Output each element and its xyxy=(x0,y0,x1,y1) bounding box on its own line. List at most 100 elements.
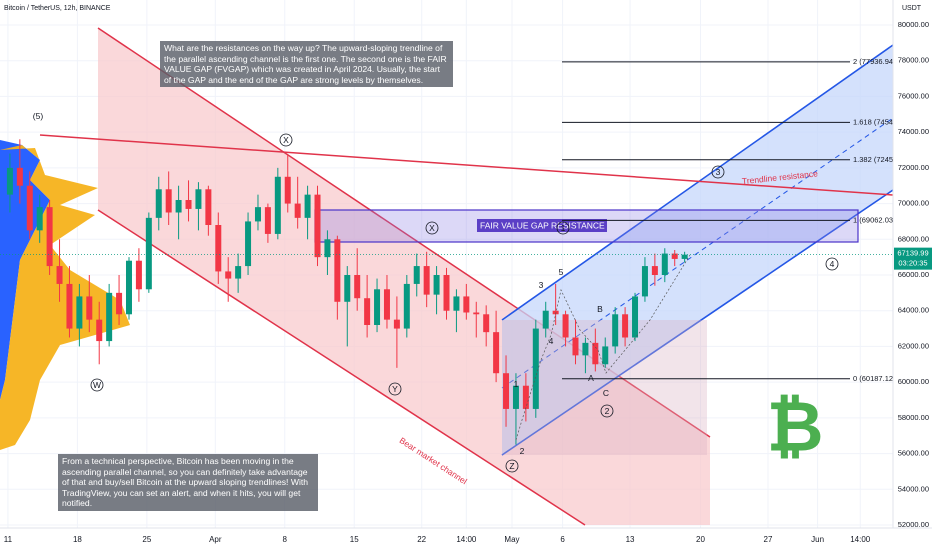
candle-body xyxy=(334,239,341,302)
y-tick-label: 70000.00 xyxy=(898,199,929,208)
y-tick-label: 72000.00 xyxy=(898,163,929,172)
y-tick-label: 62000.00 xyxy=(898,341,929,350)
fib-label: 1.382 (72452.25) xyxy=(853,155,911,164)
candle-body xyxy=(641,266,648,297)
candle-body xyxy=(76,296,83,329)
candle-body xyxy=(522,385,529,409)
x-tick-label: 25 xyxy=(142,535,151,544)
candle-body xyxy=(503,373,510,409)
note-resistance: What are the resistances on the way up? … xyxy=(160,41,453,87)
countdown-label: 03:20:35 xyxy=(898,259,927,268)
volume-profile-orange xyxy=(0,145,130,450)
x-tick-label: 27 xyxy=(764,535,773,544)
wave-circle xyxy=(556,221,570,235)
y-tick-label: 66000.00 xyxy=(898,270,929,279)
candle-body xyxy=(56,266,63,284)
candle-body xyxy=(284,176,291,204)
x-tick-label: 20 xyxy=(696,535,705,544)
ascending-channel-upper xyxy=(501,44,894,321)
last-price-label: 67139.99 xyxy=(897,249,928,258)
candle-body xyxy=(612,314,619,347)
candle-body xyxy=(403,283,410,329)
x-tick-label: 14:00 xyxy=(850,535,871,544)
candle-body xyxy=(542,310,549,329)
wave-label: 2 xyxy=(520,446,525,456)
candle-body xyxy=(562,314,569,338)
candle-body xyxy=(314,194,321,258)
y-tick-label: 80000.00 xyxy=(898,20,929,29)
candle-body xyxy=(423,266,430,295)
candle-body xyxy=(106,292,113,342)
candle-body xyxy=(215,225,222,272)
fib-label: 0 (60187.12) xyxy=(853,374,896,383)
candle-body xyxy=(582,342,589,356)
fib-label: 1 (69062.03) xyxy=(853,215,896,224)
candle-body xyxy=(66,283,73,329)
candle-body xyxy=(185,200,192,209)
x-tick-label: 14:00 xyxy=(456,535,477,544)
y-tick-label: 68000.00 xyxy=(898,234,929,243)
candle-body xyxy=(225,271,232,279)
candle-body xyxy=(463,296,470,313)
wave-label: 1 xyxy=(514,379,519,389)
candle-body xyxy=(294,203,301,218)
candle-body xyxy=(36,207,43,231)
candle-body xyxy=(26,185,33,231)
wave-circle xyxy=(90,378,104,392)
candle-body xyxy=(125,260,132,315)
candle-body xyxy=(383,289,390,320)
wave-path xyxy=(515,254,691,441)
wave-circle xyxy=(388,382,402,396)
wave-label: B xyxy=(597,304,603,314)
wave-label: C xyxy=(603,388,609,398)
candle-body xyxy=(324,239,331,258)
candle-body xyxy=(175,200,182,213)
candle-body xyxy=(602,346,609,365)
candle-body xyxy=(473,312,480,315)
candle-body xyxy=(374,289,381,325)
wave-label: 4 xyxy=(830,259,835,269)
candle-body xyxy=(493,332,500,374)
candle-body xyxy=(632,296,639,338)
candle-body xyxy=(433,275,440,295)
candle-body xyxy=(254,207,261,222)
candle-body xyxy=(135,260,142,290)
note-technical: From a technical perspective, Bitcoin ha… xyxy=(58,454,318,511)
fvg-label-box xyxy=(477,219,607,232)
x-tick-label: May xyxy=(504,535,519,544)
trendline-resistance xyxy=(39,134,894,196)
candle-body xyxy=(453,296,460,311)
x-tick-label: Apr xyxy=(209,535,222,544)
currency: USDT xyxy=(902,5,922,12)
candle-body xyxy=(16,167,23,186)
wave-label: 4 xyxy=(549,336,554,346)
y-tick-label: 58000.00 xyxy=(898,413,929,422)
candle-body xyxy=(274,176,281,234)
last-price-tag xyxy=(894,247,932,270)
candle-body xyxy=(96,319,103,342)
x-tick-label: 11 xyxy=(4,535,13,544)
logo: ₿ xyxy=(766,387,823,465)
bear-channel-lower xyxy=(97,209,586,526)
candle-body xyxy=(483,314,490,333)
wave-label: Y xyxy=(392,384,398,394)
candle-body xyxy=(572,337,579,356)
candle-body xyxy=(205,189,212,225)
candle-body xyxy=(116,292,123,315)
y-tick-label: 64000.00 xyxy=(898,306,929,315)
candle-body xyxy=(512,385,519,409)
wave-circle xyxy=(505,459,519,473)
wave-label: X xyxy=(283,135,289,145)
candle-body xyxy=(235,266,242,279)
candle-body xyxy=(622,314,629,338)
volume-profile-blue xyxy=(0,140,50,400)
x-tick-label: 8 xyxy=(283,535,288,544)
header: Bitcoin / TetherUS, 12h, BINANCE xyxy=(4,5,111,12)
wave-label: Z xyxy=(509,461,514,471)
x-tick-label: Jun xyxy=(811,535,824,544)
candle-body xyxy=(354,275,361,299)
fvg-label: FAIR VALUE GAP RESISTANCE xyxy=(480,220,605,230)
fib-label: 2 (77936.94) xyxy=(853,57,896,66)
wave-circle xyxy=(600,404,614,418)
